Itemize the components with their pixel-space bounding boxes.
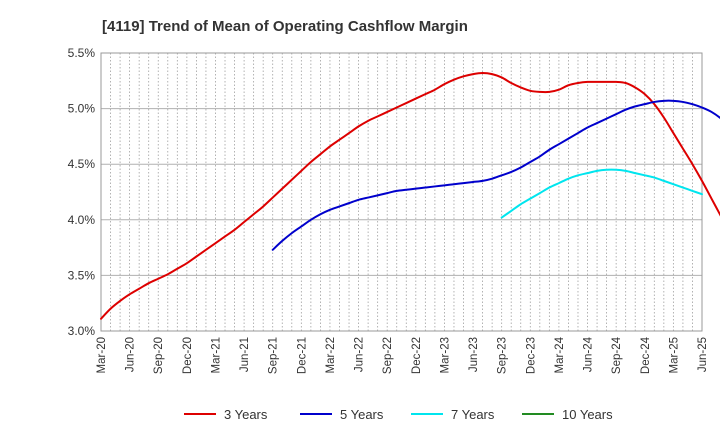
x-tick-label: Dec-24	[640, 336, 652, 374]
x-tick-label: Jun-22	[354, 337, 366, 372]
y-axis: 3.0% 3.5% 4.0% 4.5% 5.0% 5.5%	[68, 46, 96, 338]
y-tick-label: 5.5%	[68, 46, 96, 60]
plot-area	[100, 52, 720, 332]
y-tick-label: 5.0%	[68, 102, 96, 116]
series-line-7-years	[500, 168, 703, 219]
x-tick-label: Mar-22	[325, 337, 337, 373]
legend-label-10-years: 10 Years	[562, 407, 613, 422]
y-tick-label: 3.5%	[68, 268, 96, 282]
x-tick-label: Dec-20	[182, 337, 194, 374]
legend-label-5-years: 5 Years	[340, 407, 384, 422]
legend: 3 Years 5 Years 7 Years 10 Years	[184, 407, 613, 422]
x-tick-label: Sep-21	[268, 337, 280, 374]
x-tick-label: Dec-23	[525, 337, 537, 374]
x-tick-label: Jun-24	[583, 336, 595, 372]
x-tick-label: Jun-25	[697, 337, 709, 372]
chart-title: [4119] Trend of Mean of Operating Cashfl…	[102, 18, 468, 35]
x-tick-label: Sep-24	[611, 336, 623, 374]
legend-label-3-years: 3 Years	[224, 407, 268, 422]
y-tick-label: 4.0%	[68, 213, 96, 227]
data-series	[100, 72, 720, 320]
x-tick-label: Mar-25	[668, 337, 680, 373]
x-tick-label: Mar-23	[439, 337, 451, 373]
x-tick-label: Mar-20	[96, 337, 108, 373]
x-tick-label: Sep-22	[382, 337, 394, 374]
x-tick-label: Jun-21	[239, 337, 251, 372]
plot-background	[101, 53, 702, 331]
y-tick-label: 3.0%	[68, 324, 96, 338]
x-tick-label: Dec-21	[296, 337, 308, 374]
x-tick-label: Jun-20	[125, 337, 137, 372]
x-tick-label: Mar-24	[554, 336, 566, 373]
y-tick-label: 4.5%	[68, 157, 96, 171]
plot-frame	[100, 52, 703, 332]
series-line-3-years	[100, 72, 720, 320]
x-tick-label: Dec-22	[411, 337, 423, 374]
series-line-5-years	[271, 99, 720, 251]
x-tick-label: Jun-23	[468, 337, 480, 372]
x-tick-label: Sep-20	[153, 337, 165, 374]
x-tick-label: Sep-23	[497, 337, 509, 374]
x-tick-label: Mar-21	[210, 337, 222, 373]
x-axis: Mar-20 Jun-20 Sep-20 Dec-20 Mar-21 Jun-21 Sep-…	[96, 336, 709, 374]
legend-label-7-years: 7 Years	[451, 407, 495, 422]
